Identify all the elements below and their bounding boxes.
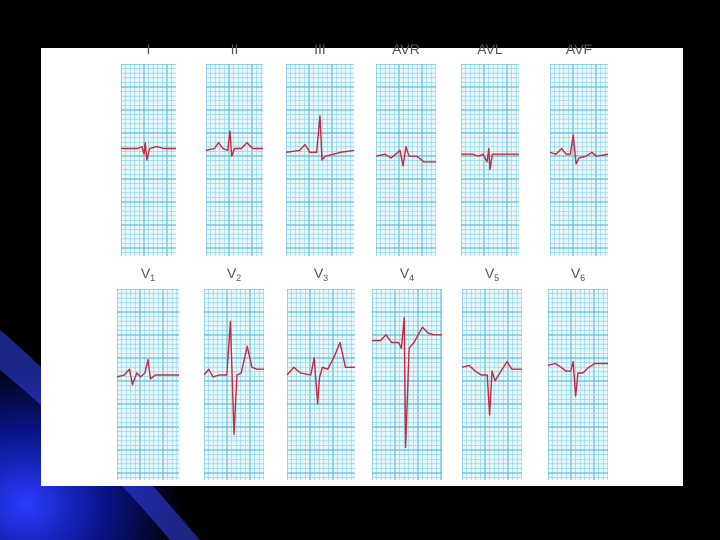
lead-label-subscript: 5 <box>494 273 500 283</box>
ecg-trace <box>372 316 442 449</box>
lead-label-text: II <box>230 41 239 57</box>
ecg-trace <box>550 134 608 165</box>
lead-label-text: AVL <box>477 41 503 57</box>
ecg-strip-chest-6 <box>548 289 608 480</box>
lead-label: V2 <box>204 266 264 285</box>
ecg-paper <box>117 289 179 480</box>
ecg-trace <box>121 141 176 161</box>
lead-label: V6 <box>548 266 608 285</box>
ecg-paper <box>206 64 263 256</box>
lead-label-subscript: 1 <box>150 273 156 283</box>
ecg-paper <box>287 289 355 480</box>
ecg-trace <box>287 341 355 405</box>
lead-label: AVF <box>549 42 609 61</box>
lead-label: V1 <box>118 266 178 285</box>
ecg-paper <box>204 289 264 480</box>
ecg-trace <box>376 145 436 167</box>
lead-label-text: I <box>146 41 151 57</box>
lead-label-text: V <box>226 265 237 281</box>
ecg-strip-limb-2 <box>206 64 263 256</box>
ecg-paper <box>550 64 608 256</box>
ecg-trace <box>461 147 519 171</box>
ecg-strip-limb-4 <box>376 64 436 256</box>
lead-label-text: V <box>570 265 581 281</box>
lead-label-text: V <box>313 265 324 281</box>
lead-label: V4 <box>377 266 437 285</box>
lead-label-subscript: 4 <box>409 273 415 283</box>
ecg-figure-panel: I II III AVR AVL AVF V1 V2 V3 V4 V5 V6 <box>41 42 683 486</box>
ecg-strip-chest-3 <box>287 289 355 480</box>
ecg-trace <box>204 320 264 435</box>
ecg-trace <box>117 358 179 386</box>
lead-label: AVR <box>376 42 436 61</box>
ecg-strip-limb-5 <box>461 64 519 256</box>
ecg-strip-limb-6 <box>550 64 608 256</box>
ecg-strip-limb-3 <box>286 64 354 256</box>
ecg-trace <box>548 360 608 397</box>
lead-label-text: V <box>399 265 410 281</box>
ecg-strip-limb-1 <box>121 64 176 256</box>
ecg-paper <box>462 289 522 480</box>
ecg-trace <box>462 360 522 416</box>
lead-label: V3 <box>291 266 351 285</box>
lead-label: I <box>119 42 179 61</box>
ecg-strip-chest-2 <box>204 289 264 480</box>
ecg-paper <box>286 64 354 256</box>
lead-label-text: AVR <box>392 41 420 57</box>
lead-label-text: V <box>484 265 495 281</box>
lead-label: V5 <box>462 266 522 285</box>
lead-label: AVL <box>460 42 520 61</box>
ecg-strip-chest-1 <box>117 289 179 480</box>
lead-label: II <box>205 42 265 61</box>
ecg-paper <box>548 289 608 480</box>
lead-label-subscript: 6 <box>580 273 586 283</box>
lead-label: III <box>290 42 350 61</box>
lead-label-text: V <box>140 265 151 281</box>
ecg-strip-chest-4 <box>372 289 442 480</box>
ecg-trace <box>286 115 354 161</box>
ecg-trace <box>206 130 263 157</box>
lead-label-text: III <box>314 41 326 57</box>
lead-label-subscript: 3 <box>323 273 329 283</box>
lead-label-subscript: 2 <box>236 273 242 283</box>
ecg-strip-chest-5 <box>462 289 522 480</box>
lead-label-text: AVF <box>565 41 593 57</box>
ecg-paper <box>372 289 442 480</box>
